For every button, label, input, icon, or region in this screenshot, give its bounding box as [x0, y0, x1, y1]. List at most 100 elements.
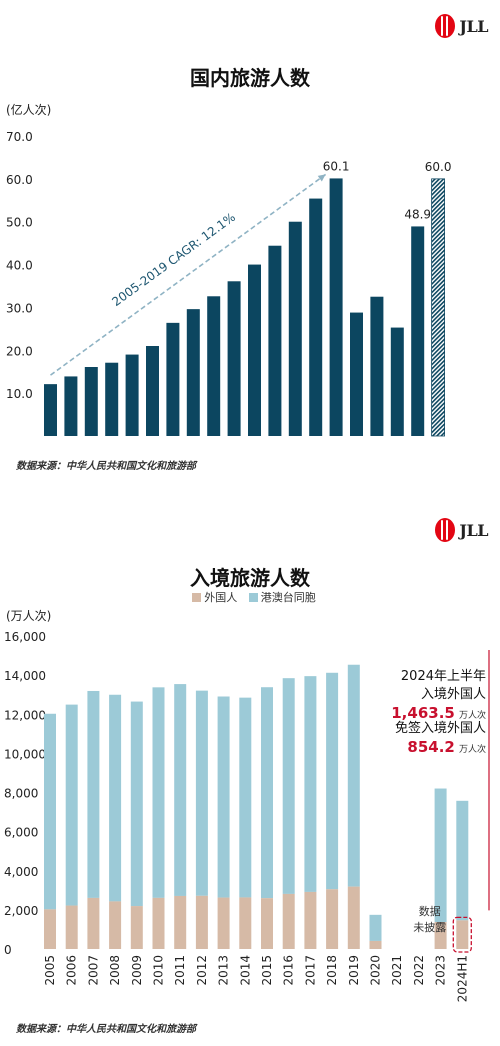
bar-hkmt-2015 — [261, 687, 273, 899]
jll-logo-mark-icon — [435, 14, 456, 38]
x-tick-label: 2021 — [390, 955, 404, 986]
bar-foreign-2016 — [282, 893, 295, 949]
x-tick-label: 2005 — [43, 955, 57, 986]
bar-2020 — [350, 312, 363, 436]
data-label-2024E: 60.0 — [425, 160, 452, 174]
cagr-arrow-line — [50, 173, 327, 376]
bar-foreign-2014 — [239, 897, 252, 949]
bar-foreign-2008 — [109, 901, 122, 949]
bar-hkmt-2018 — [326, 672, 339, 890]
y-tick-label: 30.0 — [6, 301, 33, 315]
bar-hkmt-2014 — [239, 697, 252, 898]
callout-visa-free: 免签入境外国人 854.2 万人次 — [395, 720, 486, 759]
bar-2012 — [186, 309, 200, 436]
y-tick-label: 20.0 — [6, 344, 33, 358]
y-tick-label: 4,000 — [4, 865, 38, 879]
x-tick-label: 2007 — [86, 955, 100, 986]
bar-2016 — [268, 245, 282, 436]
jll-logo: JLL — [435, 518, 488, 542]
y-tick-label: 0 — [4, 943, 12, 957]
domestic-panel: JLL 国内旅游人数 (亿人次) 10.0 20.0 30.0 40.0 50.0 60.… — [0, 0, 500, 510]
x-tick-label: 2008 — [108, 955, 122, 986]
inbound-legend: 外国人 港澳台同胞 — [0, 589, 500, 605]
inbound-unit: (万人次) — [6, 609, 52, 623]
callout2-unit: 万人次 — [458, 745, 486, 755]
y-tick-label: 2,000 — [4, 904, 38, 918]
domestic-unit: (亿人次) — [6, 103, 52, 117]
bar-foreign-2007 — [87, 897, 100, 949]
bar-hkmt-2017 — [304, 676, 317, 892]
no-data-note-line2: 未披露 — [413, 920, 446, 934]
bar-foreign-2011 — [174, 895, 187, 949]
domestic-source: 数据来源：中华人民共和国文化和旅游部 — [16, 461, 196, 472]
x-tick-label: 2009 — [130, 955, 144, 986]
y-tick-label: 60.0 — [6, 173, 33, 187]
no-data-note-line1: 数据 — [419, 904, 441, 918]
bar-2017 — [288, 221, 302, 436]
x-tick-label: 2023 — [434, 955, 448, 986]
y-tick-label: 10,000 — [4, 747, 46, 761]
x-tick-label: 2020 — [369, 955, 383, 986]
callout1-unit: 万人次 — [458, 711, 486, 721]
bar-foreign-2006 — [65, 905, 78, 949]
bar-2010 — [146, 346, 159, 436]
bar-2011 — [166, 322, 180, 436]
y-tick-label: 50.0 — [6, 216, 33, 230]
bar-hkmt-2019 — [347, 664, 360, 887]
inbound-title: 入境旅游人数 — [190, 566, 310, 590]
bar-2015 — [248, 264, 261, 436]
bar-foreign-2013 — [217, 897, 230, 949]
inbound-chart: 0 2,000 4,000 6,000 8,000 10,000 12,000 14,000 1… — [4, 630, 490, 1002]
callout2-line1: 免签入境外国人 — [394, 721, 486, 736]
bar-foreign-2015 — [261, 898, 273, 949]
bar-foreign-2017 — [304, 891, 317, 949]
legend-label-foreign: 外国人 — [204, 591, 238, 604]
x-tick-label: 2016 — [282, 955, 296, 986]
logo-text: JLL — [459, 520, 488, 540]
jll-logo-mark-icon — [435, 518, 456, 542]
x-tick-label: 2010 — [152, 955, 166, 986]
bar-2013 — [207, 296, 221, 436]
bar-hkmt-2007 — [87, 690, 100, 898]
domestic-title: 国内旅游人数 — [190, 66, 310, 90]
cagr-arrow-head — [317, 174, 326, 182]
inbound-source: 数据来源：中华人民共和国文化和旅游部 — [16, 1024, 196, 1035]
domestic-chart: 10.0 20.0 30.0 40.0 50.0 60.0 70.0 60.1 48.9 60.0… — [6, 130, 452, 437]
x-tick-label: 2019 — [347, 955, 361, 986]
bar-2022 — [390, 327, 404, 436]
bar-foreign-2020 — [369, 940, 382, 949]
y-tick-label: 6,000 — [4, 826, 38, 840]
bar-foreign-2005 — [44, 909, 56, 949]
bar-2006 — [64, 376, 78, 436]
bar-2007 — [84, 367, 98, 436]
x-tick-label: 2015 — [260, 955, 274, 986]
bar-2005 — [44, 384, 57, 436]
data-label-2019: 60.1 — [323, 159, 350, 173]
x-tick-label: 2006 — [65, 955, 79, 986]
x-tick-label: 2013 — [217, 955, 231, 986]
bar-foreign-2010 — [152, 897, 165, 949]
y-tick-label: 70.0 — [6, 130, 33, 144]
bar-2024E — [431, 178, 446, 437]
x-tick-label: 2022 — [412, 955, 426, 986]
callout-h1-foreign: 2024年上半年 入境外国人 1,463.5 万人次 — [391, 668, 486, 725]
callout1-value: 1,463.5 — [391, 704, 455, 722]
jll-logo: JLL — [435, 14, 488, 38]
bar-hkmt-2020 — [369, 914, 382, 941]
bar-hkmt-2010 — [152, 687, 165, 898]
inbound-panel: JLL 入境旅游人数 外国人 港澳台同胞 (万人次) 0 2,000 4,000 6,… — [0, 510, 500, 1036]
data-label-2023: 48.9 — [404, 207, 431, 221]
bar-hkmt-2024H1 — [456, 800, 469, 921]
x-tick-label: 2017 — [303, 955, 317, 986]
bar-2014 — [227, 281, 241, 436]
bar-2023 — [411, 226, 425, 436]
legend-label-hkmt: 港澳台同胞 — [260, 591, 316, 604]
bar-hkmt-2005 — [44, 713, 56, 910]
y-tick-label: 14,000 — [4, 669, 46, 683]
bar-hkmt-2008 — [109, 694, 122, 902]
y-tick-label: 12,000 — [4, 708, 46, 722]
x-tick-label: 2012 — [195, 955, 209, 986]
bar-hkmt-2009 — [130, 701, 143, 907]
bar-foreign-2009 — [130, 906, 143, 949]
bar-foreign-2024H1 — [456, 920, 469, 949]
